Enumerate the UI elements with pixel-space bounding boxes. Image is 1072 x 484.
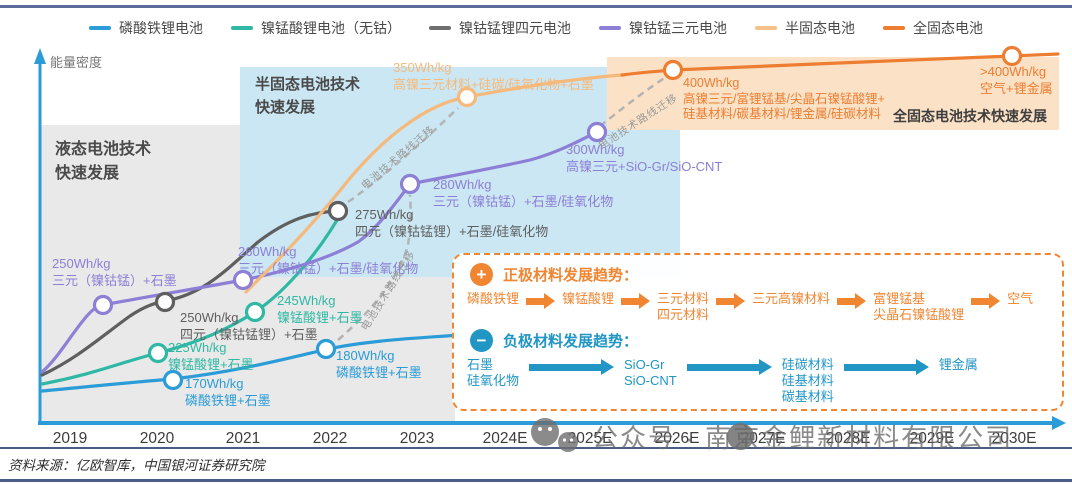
anode-trend-steps: 石墨 硅氧化物 SiO-Gr SiO-CNT 硅碳材料 硅基材料 碳基材料 锂金… [467, 357, 978, 405]
arrow-right-icon [716, 293, 746, 309]
x-tick-2025e: 2025E [567, 430, 613, 447]
region-label-semi-solid: 半固态电池技术 快速发展 [255, 76, 361, 116]
legend-label: 镍钴锰锂四元电池 [459, 20, 571, 36]
point-label-all-solid-400: 400Wh/kg 高镍三元/富锂锰基/尖晶石镍锰酸锂+ 硅基材料/碳基材料/锂金… [683, 76, 885, 122]
wechat-icon [531, 418, 578, 452]
source-note: 资料来源：亿欧智库，中国银河证券研究院 [8, 458, 265, 473]
legend-item-semi-solid: 半固态电池 [755, 18, 855, 38]
anode-trend-header: − 负极材料发展趋势： [470, 329, 638, 352]
anode-trend-title: 负极材料发展趋势： [503, 333, 639, 350]
legend-item-lfp: 磷酸铁锂电池 [89, 18, 203, 38]
legend: 磷酸铁锂电池 镍锰酸锂电池（无钴） 镍钴锰锂四元电池 镍钴锰三元电池 半固态电池… [0, 18, 1072, 38]
plus-icon: + [470, 263, 493, 286]
footer-divider-line [0, 447, 1072, 449]
anode-step: SiO-Gr SiO-CNT [624, 357, 677, 388]
anode-step: 锂金属 [938, 357, 978, 372]
point-label-lfp-180: 180Wh/kg 磷酸铁锂+石墨 [336, 348, 422, 380]
watermark: 公众号 · 南京金鲤新材料有限公司 [528, 416, 1013, 456]
point-label-lfp-170: 170Wh/kg 磷酸铁锂+石墨 [185, 376, 271, 408]
legend-swatch [89, 26, 111, 30]
material-trend-inset-box: + 正极材料发展趋势： 磷酸铁锂 镍锰酸锂 三元材料 四元材料 三元高镍材料 富… [452, 253, 1064, 411]
point-label-ternary-250: 250Wh/kg 三元（镍钴锰）+石墨 [52, 256, 177, 288]
legend-swatch [231, 26, 253, 30]
x-tick-2026e: 2026E [654, 430, 700, 447]
region-label-all-solid: 全固态电池技术快速发展 [893, 108, 1047, 124]
legend-item-quaternary: 镍钴锰锂四元电池 [429, 18, 571, 38]
anode-step: 石墨 硅氧化物 [467, 357, 520, 388]
point-label-quaternary-275: 275Wh/kg 四元（镍钴锰锂）+石墨/硅氧化物 [355, 207, 549, 239]
legend-swatch [429, 26, 451, 30]
point-label-lnmo-225: 225Wh/kg 镍锰酸锂+石墨 [168, 340, 254, 372]
point-label-lnmo-245: 245Wh/kg 镍锰酸锂+石墨 [277, 293, 363, 325]
top-border-line [0, 5, 1072, 8]
x-tick-2019: 2019 [52, 430, 88, 447]
x-tick-2021: 2021 [225, 430, 261, 447]
x-tick-2028e: 2028E [825, 430, 871, 447]
cathode-trend-steps: 磷酸铁锂 镍锰酸锂 三元材料 四元材料 三元高镍材料 富锂锰基 尖晶石镍锰酸锂 … [467, 291, 1033, 323]
cathode-step: 镍锰酸锂 [562, 291, 615, 306]
arrow-right-icon [686, 359, 772, 375]
cathode-step: 三元材料 四元材料 [657, 291, 710, 322]
x-tick-2030e: 2030E [991, 430, 1037, 447]
cathode-step: 磷酸铁锂 [467, 291, 520, 306]
minus-icon: − [470, 329, 493, 352]
cathode-step: 空气 [1007, 291, 1034, 306]
legend-label: 全固态电池 [913, 20, 983, 36]
arrow-right-icon [621, 293, 651, 309]
legend-item-ternary: 镍钴锰三元电池 [599, 18, 727, 38]
arrow-right-icon [529, 359, 615, 375]
legend-label: 镍锰酸锂电池（无钴） [261, 20, 401, 36]
x-tick-2022: 2022 [312, 430, 348, 447]
watermark-logo-circle [727, 423, 754, 450]
legend-label: 磷酸铁锂电池 [119, 20, 203, 36]
arrow-right-icon [837, 293, 867, 309]
anode-step: 硅碳材料 硅基材料 碳基材料 [781, 357, 834, 404]
x-tick-2029e: 2029E [909, 430, 955, 447]
point-label-ternary-280: 280Wh/kg 三元（镍钴锰）+石墨/硅氧化物 [433, 177, 614, 209]
arrow-right-icon [843, 359, 929, 375]
legend-swatch [883, 26, 905, 30]
legend-label: 半固态电池 [785, 20, 855, 36]
x-tick-2024e: 2024E [482, 430, 528, 447]
arrow-right-icon [971, 293, 1001, 309]
cathode-step: 三元高镍材料 [752, 291, 831, 306]
legend-item-lnmo: 镍锰酸锂电池（无钴） [231, 18, 401, 38]
cathode-step: 富锂锰基 尖晶石镍锰酸锂 [873, 291, 965, 322]
arrow-right-icon [526, 293, 556, 309]
x-tick-2023: 2023 [399, 430, 435, 447]
legend-swatch [599, 26, 621, 30]
legend-swatch [755, 26, 777, 30]
cathode-trend-title: 正极材料发展趋势： [503, 267, 639, 284]
cathode-trend-header: + 正极材料发展趋势： [470, 263, 638, 286]
point-label-all-solid-400plus: >400Wh/kg 空气+锂金属 [980, 64, 1053, 96]
watermark-text: 公众号 · 南京金鲤新材料有限公司 [592, 422, 1014, 453]
x-tick-2020: 2020 [139, 430, 175, 447]
point-label-semi-solid-350: 350Wh/kg 高镍三元材料+硅碳/硅氧化物+石墨 [393, 60, 594, 92]
legend-item-all-solid: 全固态电池 [883, 18, 983, 38]
bottom-border-line [0, 479, 1072, 482]
point-label-ternary-300: 300Wh/kg 高镍三元+SiO-Gr/SiO-CNT [566, 142, 723, 174]
region-label-liquid: 液态电池技术 快速发展 [55, 141, 152, 182]
y-axis-label: 能量密度 [50, 55, 103, 70]
legend-label: 镍钴锰三元电池 [629, 20, 727, 36]
